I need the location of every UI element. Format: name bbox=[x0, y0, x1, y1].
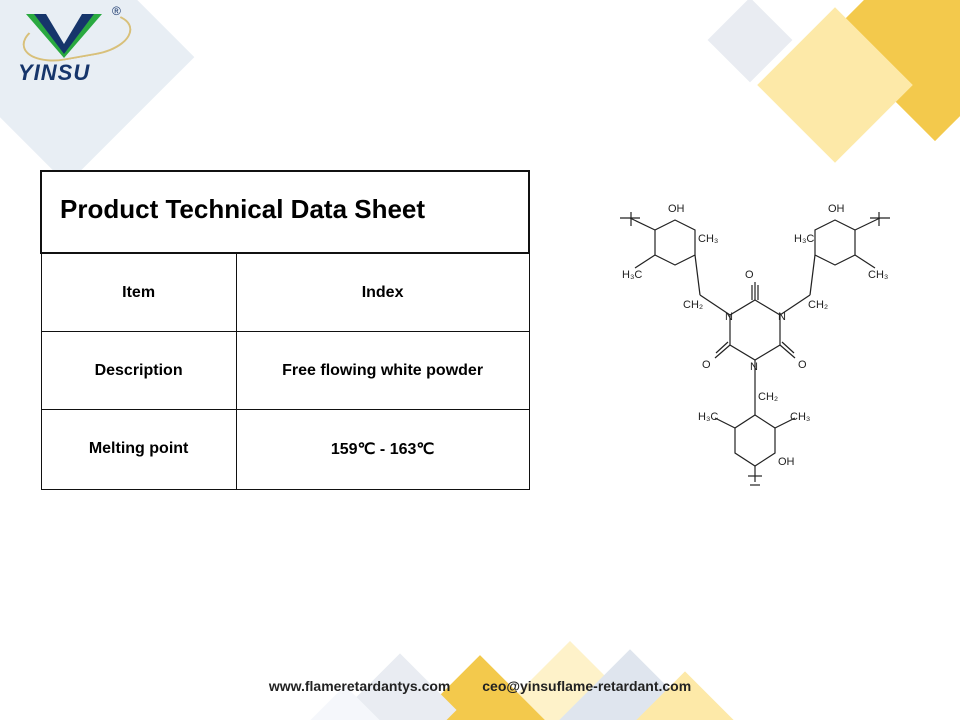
svg-text:CH₂: CH₂ bbox=[683, 299, 703, 311]
table-title: Product Technical Data Sheet bbox=[41, 171, 529, 253]
logo-v-icon bbox=[22, 10, 106, 58]
chemical-structure: OH OH CH₃ H₃C H₃C CH₃ CH₂ CH₂ O O O N N N CH₂ H… bbox=[570, 170, 940, 490]
table-cell-value: Free flowing white powder bbox=[236, 332, 529, 410]
decor-diamonds-bottom bbox=[0, 600, 960, 720]
svg-text:N: N bbox=[750, 361, 758, 373]
svg-text:N: N bbox=[778, 311, 786, 323]
table-header-item: Item bbox=[41, 253, 236, 331]
logo-corner: YINSU ® bbox=[0, 0, 180, 130]
table-cell-value: 159℃ - 163℃ bbox=[236, 409, 529, 489]
table-cell-label: Melting point bbox=[41, 409, 236, 489]
brand-logo: YINSU bbox=[14, 10, 106, 86]
svg-text:H₃C: H₃C bbox=[794, 233, 814, 245]
svg-text:N: N bbox=[725, 311, 733, 323]
svg-text:OH: OH bbox=[668, 203, 685, 215]
svg-text:H₃C: H₃C bbox=[622, 269, 642, 281]
svg-text:CH₂: CH₂ bbox=[808, 299, 828, 311]
footer-website: www.flameretardantys.com bbox=[269, 678, 451, 694]
svg-text:CH₃: CH₃ bbox=[698, 233, 718, 245]
table-row: DescriptionFree flowing white powder bbox=[41, 332, 529, 410]
svg-text:O: O bbox=[798, 359, 807, 371]
svg-text:CH₃: CH₃ bbox=[790, 411, 810, 423]
registered-mark: ® bbox=[112, 4, 121, 18]
footer-email: ceo@yinsuflame-retardant.com bbox=[482, 678, 691, 694]
svg-text:H₃C: H₃C bbox=[698, 411, 718, 423]
chemical-structure-svg: OH OH CH₃ H₃C H₃C CH₃ CH₂ CH₂ O O O N N N CH₂ H… bbox=[570, 170, 940, 490]
footer: www.flameretardantys.com ceo@yinsuflame-… bbox=[0, 678, 960, 694]
main-content: Product Technical Data Sheet Item Index … bbox=[40, 170, 940, 490]
svg-text:CH₂: CH₂ bbox=[758, 391, 778, 403]
svg-text:O: O bbox=[702, 359, 711, 371]
table-header-index: Index bbox=[236, 253, 529, 331]
svg-text:O: O bbox=[745, 269, 754, 281]
data-sheet-table: Product Technical Data Sheet Item Index … bbox=[40, 170, 530, 490]
brand-name: YINSU bbox=[18, 60, 106, 86]
svg-text:CH₃: CH₃ bbox=[868, 269, 888, 281]
svg-text:OH: OH bbox=[778, 456, 795, 468]
table-row: Melting point159℃ - 163℃ bbox=[41, 409, 529, 489]
svg-text:OH: OH bbox=[828, 203, 845, 215]
table-cell-label: Description bbox=[41, 332, 236, 410]
